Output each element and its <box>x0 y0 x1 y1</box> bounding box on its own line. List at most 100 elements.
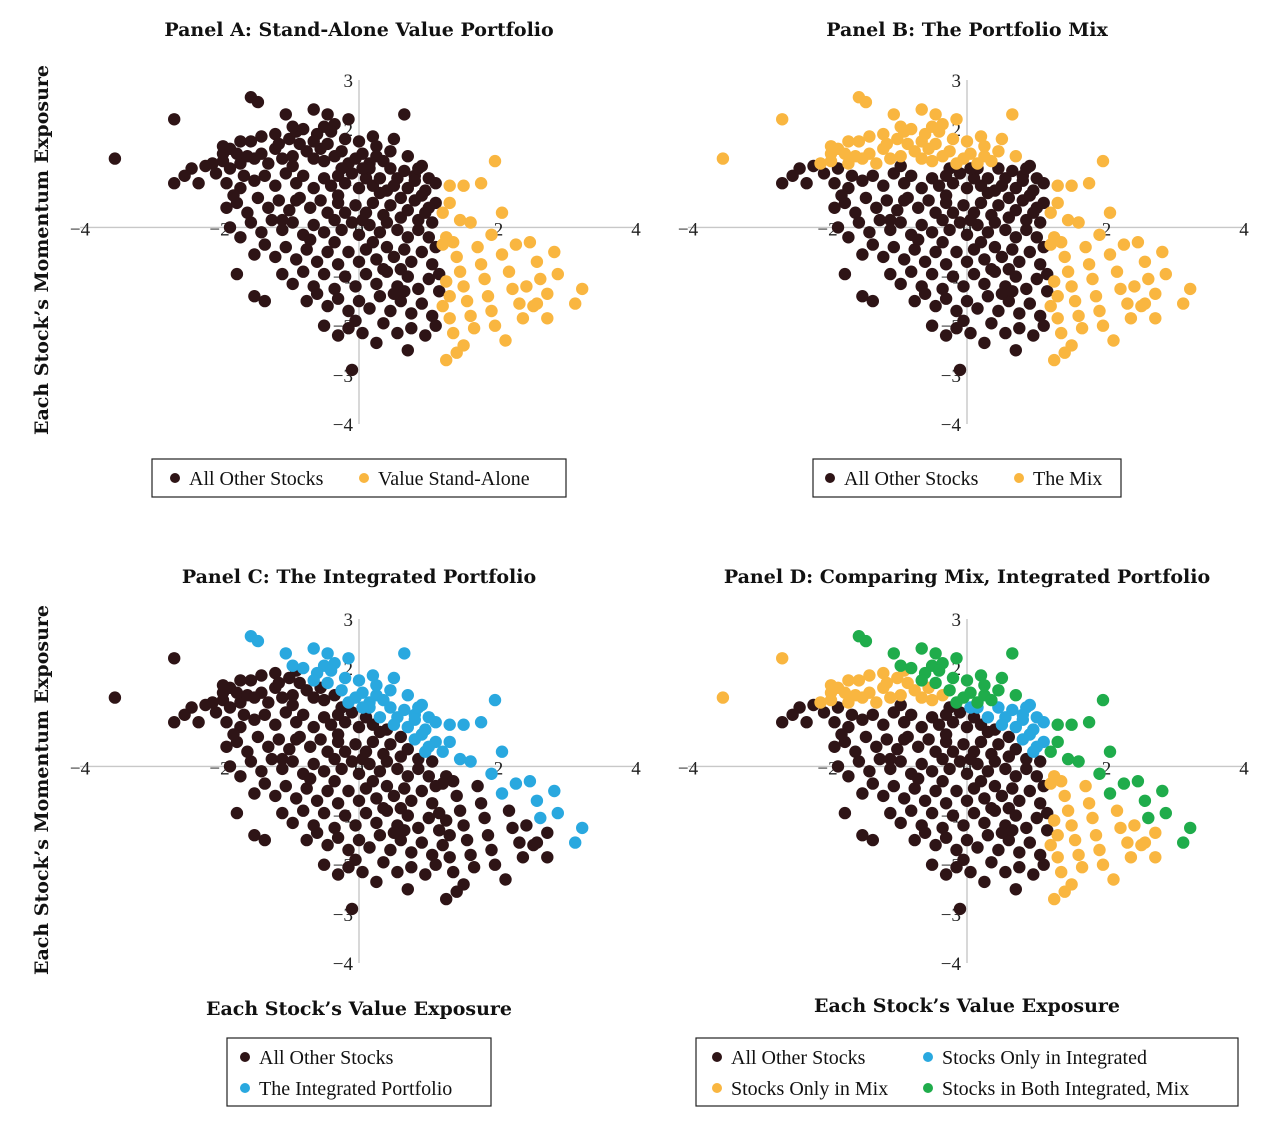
panel-c-point-other <box>255 686 268 699</box>
panel-d-point-other <box>884 762 897 776</box>
panel-a-point-other <box>356 213 369 227</box>
panel-a-point-other <box>248 290 261 303</box>
panel-c-point-other <box>447 775 460 788</box>
panel-d-point-mix <box>1075 861 1089 874</box>
panel-b-point-mix <box>1093 228 1106 241</box>
panel-a-point-value <box>450 250 463 264</box>
panel-a-point-other <box>317 267 331 281</box>
panel-b-point-other <box>925 226 939 239</box>
panel-c-point-other <box>488 858 502 871</box>
panel-d-point-other <box>1027 868 1040 881</box>
panel-c-point-integrated <box>576 821 589 835</box>
panel-b-point-mix <box>1159 267 1173 281</box>
panel-d-point-mix <box>925 693 939 707</box>
panel-d-point-both <box>1103 745 1117 758</box>
panel-c-point-other <box>436 777 449 790</box>
panel-c-point-other <box>349 819 362 832</box>
panel-a-point-other <box>345 216 359 229</box>
panel-d-point-other <box>995 826 1009 839</box>
panel-d-point-both <box>960 674 974 687</box>
panel-c-point-other <box>297 804 310 817</box>
panel-d-point-other <box>992 738 1005 751</box>
panel-c-point-integrated <box>251 634 265 648</box>
panel-a-point-other <box>269 179 282 192</box>
panel-d-point-other <box>974 775 988 788</box>
panel-b-point-mix <box>1089 290 1103 303</box>
legend-c-box <box>226 1037 492 1107</box>
legend-a-other-marker <box>170 473 180 483</box>
panel-a-point-other <box>366 130 380 143</box>
panel-c-point-other <box>349 853 362 866</box>
panel-d-point-other <box>1006 782 1019 795</box>
panel-d-point-both <box>974 669 988 682</box>
panel-c-point-other <box>230 686 244 699</box>
panel-b-point-other <box>953 363 967 377</box>
panel-a-point-value <box>530 297 544 310</box>
panel-c-point-integrated <box>373 711 387 724</box>
panel-d-point-other <box>925 765 939 778</box>
panel-c-point-other <box>276 752 289 766</box>
panel-a-point-other <box>304 201 317 214</box>
panel-b-point-other <box>1020 223 1033 237</box>
panel-a-point-other <box>373 290 387 303</box>
panel-c-point-other <box>324 718 338 731</box>
panel-c-point-other <box>412 821 425 835</box>
panel-d-point-mix <box>1044 777 1057 790</box>
panel-a-point-other <box>244 216 258 229</box>
panel-a-point-other <box>241 206 254 219</box>
panel-b-point-other <box>1009 344 1022 357</box>
panel-c-point-integrated <box>307 642 320 655</box>
panel-b-point-mix <box>1184 282 1197 296</box>
legend-b-mix-marker <box>1014 473 1024 483</box>
panel-d-point-other <box>985 802 998 815</box>
panel-d-point-other <box>842 770 855 783</box>
y-axis-label-bottom: Each Stock’s Momentum Exposure <box>31 605 53 975</box>
panel-a-point-other <box>419 206 432 219</box>
panel-d-point-other <box>908 782 921 795</box>
panel-b-point-mix <box>1044 238 1057 251</box>
panel-b-point-other <box>912 201 925 214</box>
panel-c-point-other <box>363 841 376 854</box>
panel-d-y-tick: −4 <box>941 954 962 975</box>
panel-c-point-other <box>286 816 299 830</box>
panel-d-point-other <box>1020 762 1033 776</box>
panel-c-point-other <box>520 819 533 832</box>
panel-a-point-value <box>509 238 523 251</box>
panel-a-point-other <box>433 285 446 298</box>
panel-c-point-other <box>471 779 484 793</box>
panel-b-point-other <box>995 179 1009 192</box>
panel-b-point-other <box>988 216 1002 229</box>
panel-b-point-other <box>939 292 953 305</box>
panel-d-point-both <box>887 647 900 660</box>
panel-d-point-other <box>884 806 897 820</box>
panel-d-point-other <box>863 765 876 778</box>
panel-b-point-other <box>957 280 970 293</box>
panel-a-point-other <box>244 135 258 148</box>
panel-b-point-mix <box>1065 280 1078 293</box>
panel-b-point-mix <box>974 130 988 143</box>
panel-c-point-other <box>220 740 233 753</box>
panel-b-point-mix <box>929 108 942 121</box>
panel-d-point-mix <box>1107 873 1120 886</box>
panel-b-point-other <box>898 253 911 266</box>
panel-c-point-other <box>506 821 519 835</box>
panel-a-point-other <box>331 292 345 305</box>
panel-a-point-value <box>453 213 467 227</box>
panel-a-point-other <box>408 174 421 187</box>
panel-c-point-integrated <box>551 806 564 820</box>
panel-b-point-other <box>950 245 963 259</box>
panel-b-point-mix <box>1075 322 1089 335</box>
panel-b-point-other <box>932 179 946 192</box>
panel-b-point-other <box>1020 282 1033 296</box>
panel-c-point-other <box>317 858 331 871</box>
panel-b-point-mix <box>1124 312 1138 325</box>
legend-b: All Other Stocks The Mix <box>812 458 1122 498</box>
legend-c-other-label: All Other Stocks <box>259 1047 394 1069</box>
panel-a-point-other <box>168 177 181 190</box>
legend-b-box <box>812 458 1122 498</box>
panel-b-x-tick: 4 <box>1239 219 1249 240</box>
panel-b-point-other <box>873 213 886 227</box>
panel-b-point-mix <box>932 125 946 138</box>
panel-c-point-other <box>255 669 268 682</box>
panel-a-point-value <box>443 290 456 303</box>
